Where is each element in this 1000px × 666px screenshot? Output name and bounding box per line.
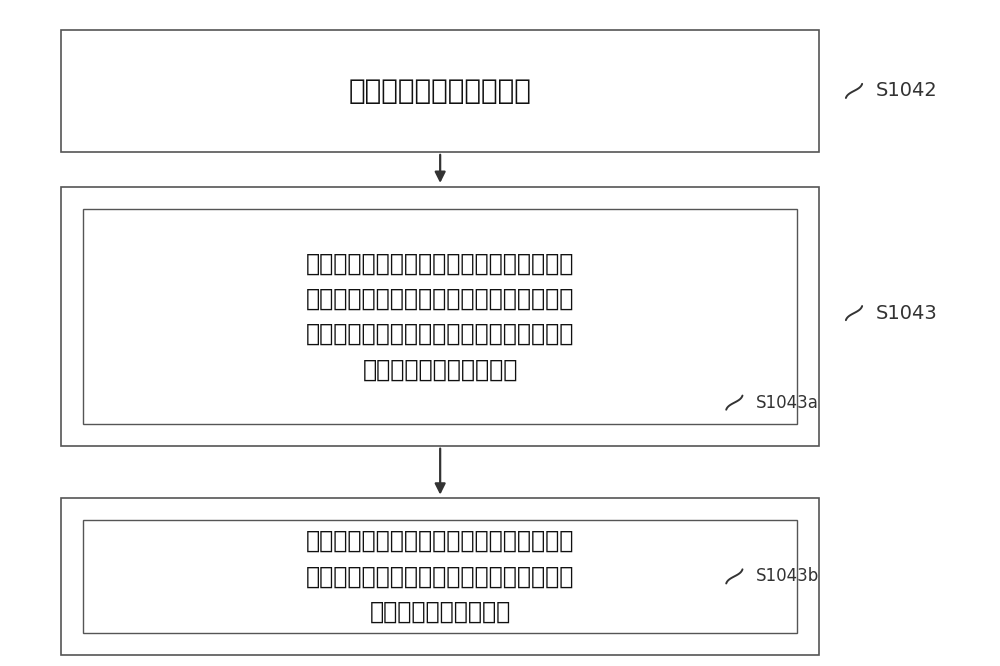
FancyBboxPatch shape [83,520,797,633]
FancyBboxPatch shape [61,187,819,446]
FancyBboxPatch shape [61,30,819,152]
Text: S1043b: S1043b [756,567,820,585]
Text: S1042: S1042 [876,81,938,101]
Text: 检测单体电池的电池温度: 检测单体电池的电池温度 [349,77,532,105]
Text: S1043: S1043 [876,304,938,322]
FancyBboxPatch shape [61,498,819,655]
Text: 根据单体电池的电池温度，调取该电池温度
下的电池电量关系列表，其中，电池电量关
系列表预先保存了不同的开路电压和不同的
剩余电量之间的关联关系: 根据单体电池的电池温度，调取该电池温度 下的电池电量关系列表，其中，电池电量关 … [306,251,574,382]
Text: 基于单体电池的开路电压从电池电量关系列
表中进行查询，得到单体电池在当前的电池
温度下对应的剩余电量: 基于单体电池的开路电压从电池电量关系列 表中进行查询，得到单体电池在当前的电池 … [306,529,574,624]
Text: S1043a: S1043a [756,394,819,412]
FancyBboxPatch shape [83,209,797,424]
